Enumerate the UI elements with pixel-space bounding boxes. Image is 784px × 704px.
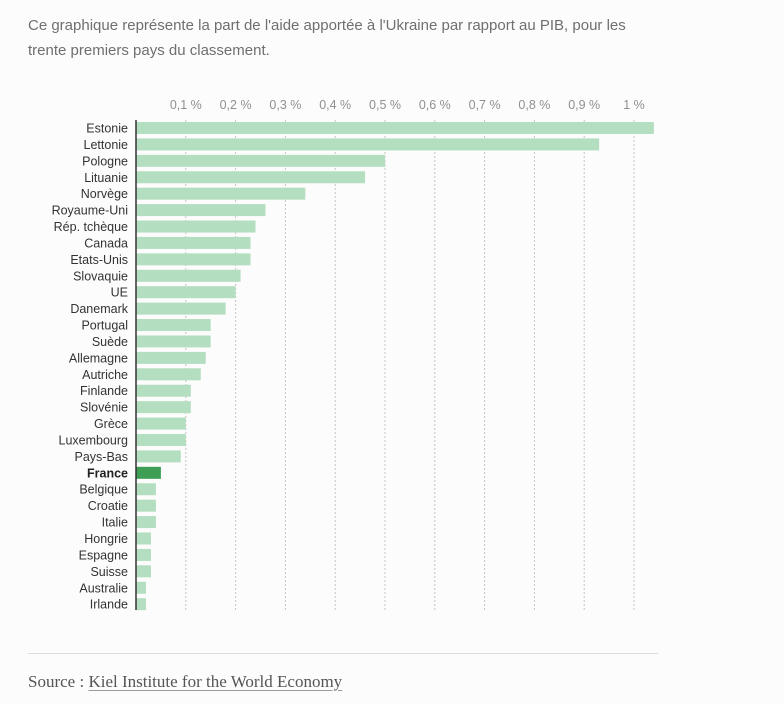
category-label: Lettonie [84, 138, 129, 152]
bar-r-p-tch-que [136, 220, 256, 233]
category-label: France [87, 466, 128, 480]
category-label: Croatie [88, 499, 128, 513]
category-label: Slovaquie [73, 269, 128, 283]
bar-italie [136, 516, 156, 529]
bar-gr-ce [136, 417, 186, 430]
x-tick-label: 0,6 % [419, 98, 451, 112]
bar-irlande [136, 598, 146, 611]
bar-espagne [136, 548, 151, 561]
category-label: Lituanie [84, 171, 128, 185]
category-label: Belgique [79, 483, 128, 497]
bar-pays-bas [136, 450, 181, 463]
category-label: Rép. tchèque [54, 220, 128, 234]
bar-danemark [136, 302, 226, 315]
bar-belgique [136, 483, 156, 496]
x-tick-label: 0,4 % [319, 98, 351, 112]
x-tick-label: 0,7 % [469, 98, 501, 112]
x-tick-label: 0,8 % [518, 98, 550, 112]
bar-luxembourg [136, 433, 186, 446]
category-label: Danemark [70, 302, 128, 316]
grid-lines [185, 120, 635, 610]
category-label: Suisse [90, 565, 128, 579]
bar-canada [136, 236, 251, 249]
x-tick-label: 1 % [623, 98, 645, 112]
bar-allemagne [136, 351, 206, 364]
chart-description: Ce graphique représente la part de l'aid… [28, 17, 626, 59]
category-label: Pays-Bas [75, 450, 129, 464]
bar-etats-unis [136, 253, 251, 266]
bar-lettonie [136, 138, 600, 151]
category-label: Etats-Unis [70, 253, 128, 267]
category-label: Grèce [94, 417, 128, 431]
source-link[interactable]: Kiel Institute for the World Economy [88, 672, 343, 691]
category-label: Royaume-Uni [52, 204, 128, 218]
source-label: Source : [28, 672, 85, 691]
category-label: Hongrie [84, 532, 128, 546]
bar-chart: 0,1 % 0,2 % 0,3 % 0,4 % 0,5 % 0,6 % 0,7 % 0,8 %… [52, 98, 654, 612]
bar-slovaquie [136, 269, 241, 282]
x-tick-label: 0,9 % [568, 98, 600, 112]
category-label: Irlande [90, 598, 128, 612]
bar-croatie [136, 499, 156, 512]
category-label: Suède [92, 335, 128, 349]
category-label: UE [111, 286, 128, 300]
bar-slov-nie [136, 401, 191, 414]
category-label: Luxembourg [59, 433, 129, 447]
divider [28, 653, 658, 654]
bar-lituanie [136, 171, 366, 184]
category-label: Italie [102, 516, 128, 530]
bar-australie [136, 581, 146, 594]
x-tick-label: 0,2 % [220, 98, 252, 112]
bar-royaume-uni [136, 204, 266, 217]
category-label: Canada [84, 236, 128, 250]
x-tick-label: 0,5 % [369, 98, 401, 112]
category-label: Autriche [82, 368, 128, 382]
bar-estonie [136, 122, 654, 134]
bar-france [136, 466, 161, 479]
category-label: Estonie [86, 122, 128, 136]
source-line: Source : Kiel Institute for the World Ec… [28, 672, 342, 692]
bar-portugal [136, 319, 211, 332]
category-label: Espagne [79, 548, 128, 562]
category-label: Norvège [81, 187, 128, 201]
category-labels: Estonie Lettonie Pologne Lituanie Norvège Roy… [52, 122, 129, 612]
bar-hongrie [136, 532, 151, 545]
category-label: Slovénie [80, 401, 128, 415]
x-axis-ticks: 0,1 % 0,2 % 0,3 % 0,4 % 0,5 % 0,6 % 0,7 % 0,8 %… [170, 98, 645, 112]
category-label: Australie [79, 581, 128, 595]
bar-norv-ge [136, 187, 306, 200]
bar-pologne [136, 154, 385, 167]
bar-ue [136, 286, 236, 299]
bar-su-de [136, 335, 211, 348]
bar-suisse [136, 565, 151, 578]
bar-autriche [136, 368, 201, 381]
bar-finlande [136, 384, 191, 397]
category-label: Pologne [82, 154, 128, 168]
bars [136, 122, 654, 611]
category-label: Finlande [80, 384, 128, 398]
x-tick-label: 0,3 % [269, 98, 301, 112]
category-label: Allemagne [69, 351, 128, 365]
category-label: Portugal [81, 319, 128, 333]
x-tick-label: 0,1 % [170, 98, 202, 112]
